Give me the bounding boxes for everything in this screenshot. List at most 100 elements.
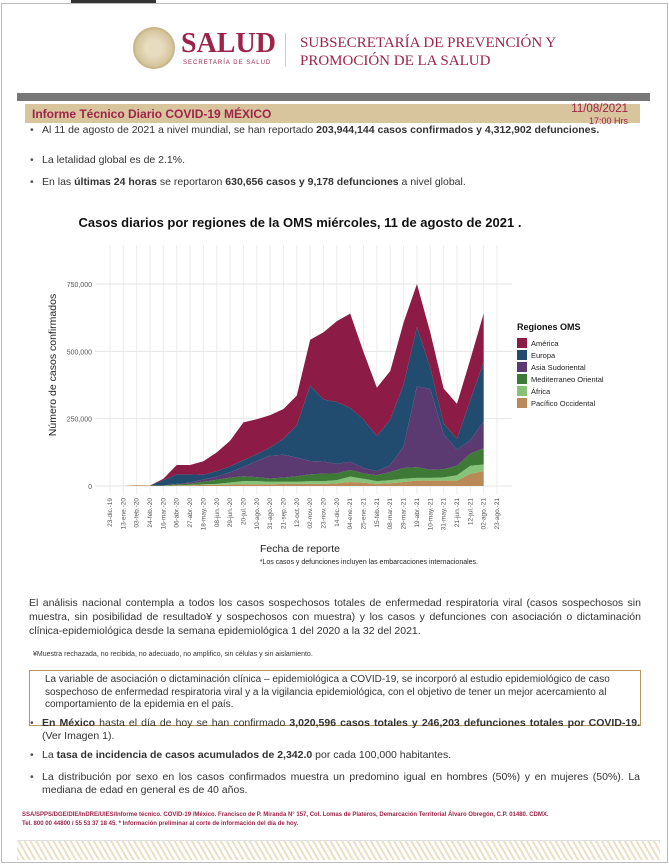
footnote: ¥Muestra rechazada, no recibida, no adec… bbox=[33, 651, 313, 658]
y-tick-label: 0 bbox=[88, 484, 92, 491]
footer-address: SSA/SPPS/DGE/DIE/InDRE/UIES/Informe técn… bbox=[22, 812, 549, 818]
area-áfrica bbox=[110, 464, 484, 486]
report-title-bar: Informe Técnico Diario COVID-19 MÉXICO 1… bbox=[25, 103, 640, 126]
legend-label: Mediterraneo Oriental bbox=[531, 375, 604, 384]
subsecretaria-title: SUBSECRETARÍA DE PREVENCIÓN Y PROMOCIÓN D… bbox=[300, 34, 556, 70]
x-tick-label: 12-oct.-20 bbox=[294, 498, 301, 528]
x-tick-label: 31-may.-21 bbox=[441, 498, 448, 531]
text: hasta el día de hoy se han confirmado bbox=[95, 717, 290, 729]
text: La letalidad global es de 2.1%. bbox=[42, 154, 186, 166]
legend-label: Europa bbox=[531, 351, 556, 360]
area-pacífico-occidental bbox=[110, 471, 484, 486]
subsecretaria-line2: PROMOCIÓN DE LA SALUD bbox=[300, 53, 491, 69]
x-tick-label: 03-feb.-20 bbox=[134, 498, 141, 528]
x-tick-label: 10-may.-21 bbox=[427, 498, 434, 531]
report-date: 11/08/2021 17:00 Hrs bbox=[571, 103, 628, 127]
date-text: 11/08/2021 bbox=[571, 103, 628, 115]
x-tick-label: 06-abr.-20 bbox=[174, 498, 181, 528]
x-tick-label: 29-mar.-21 bbox=[401, 498, 408, 530]
x-tick-label: 27-abr.-20 bbox=[187, 498, 194, 528]
x-tick-label: 25-ene.-21 bbox=[361, 498, 368, 530]
x-tick-label: 21-sep.-20 bbox=[280, 498, 287, 529]
x-tick-label: 24-feb.-20 bbox=[147, 498, 154, 528]
legend-label: Asia Sudoriental bbox=[531, 363, 586, 372]
report-title: Informe Técnico Diario COVID-19 MÉXICO bbox=[32, 107, 272, 121]
who-regions-daily-cases-chart: Casos diarios por regiones de la OMS mié… bbox=[47, 215, 604, 566]
text: se reportaron bbox=[156, 176, 226, 188]
x-tick-label: 10-ago.-20 bbox=[254, 498, 261, 530]
x-axis-label: Fecha de reporte bbox=[260, 543, 340, 555]
bold-text: 3,020,596 casos totales y 246,203 defunc… bbox=[289, 717, 640, 729]
salud-logo-text: SALUD bbox=[181, 28, 276, 59]
header-divider bbox=[285, 33, 286, 67]
subsecretaria-line1: SUBSECRETARÍA DE PREVENCIÓN Y bbox=[300, 35, 557, 51]
y-tick-label: 250,000 bbox=[67, 417, 92, 424]
x-tick-label: 16-mar.-20 bbox=[160, 498, 167, 530]
y-tick-label: 500,000 bbox=[67, 349, 92, 356]
bullet-lethality: La letalidad global es de 2.1%. bbox=[30, 154, 640, 167]
area-mediterraneo-oriental bbox=[110, 448, 484, 486]
y-tick-label: 750,000 bbox=[67, 282, 92, 289]
text: por cada 100,000 habitantes. bbox=[312, 749, 452, 761]
bold-text: 630,656 casos y 9,178 defunciones bbox=[225, 176, 399, 188]
legend-title: Regiones OMS bbox=[517, 322, 581, 332]
axes: 0 250,000 500,000 750,000 23-dic.-19 13-ene.-… bbox=[67, 282, 501, 530]
text: Al 11 de agosto de 2021 a nivel mundial,… bbox=[42, 124, 317, 136]
bullet-last-24h: En las últimas 24 horas se reportaron 63… bbox=[30, 176, 640, 189]
bold-text: En México bbox=[42, 717, 96, 729]
bold-text: últimas 24 horas bbox=[74, 176, 157, 188]
x-tick-label: 14-dic.-20 bbox=[334, 498, 341, 527]
stacked-areas bbox=[110, 284, 484, 486]
bold-text: tasa de incidencia de casos acumulados d… bbox=[56, 749, 313, 761]
legend-label: Pacífico Occidental bbox=[531, 399, 596, 408]
text: En las bbox=[42, 176, 75, 188]
footer: SSA/SPPS/DGE/DIE/InDRE/UIES/Informe técn… bbox=[22, 811, 652, 829]
x-tick-label: 23-ago.-21 bbox=[494, 498, 501, 530]
legend-swatch bbox=[517, 362, 527, 372]
y-axis-label: Número de casos confirmados bbox=[47, 294, 59, 436]
legend-swatch bbox=[517, 338, 527, 348]
bullet-global-totals: Al 11 de agosto de 2021 a nivel mundial,… bbox=[30, 124, 640, 137]
x-tick-label: 02-ago.-21 bbox=[481, 498, 488, 530]
legend-swatch bbox=[517, 350, 527, 360]
national-analysis-paragraph: El análisis nacional contempla a todos l… bbox=[29, 597, 641, 637]
chart-note: *Los casos y defunciones incluyen las em… bbox=[260, 559, 478, 566]
bullet-mexico-totals: En México hasta el día de hoy se han con… bbox=[30, 717, 640, 743]
x-tick-label: 23-dic.-19 bbox=[107, 498, 114, 527]
legend-swatch bbox=[517, 398, 527, 408]
text: (Ver Imagen 1). bbox=[42, 730, 115, 742]
top-bar bbox=[71, 0, 156, 3]
coat-of-arms-logo bbox=[133, 27, 175, 69]
salud-logo-subtitle: SECRETARÍA DE SALUD bbox=[183, 60, 272, 66]
x-tick-label: 02-nov.-20 bbox=[307, 498, 314, 529]
bullet-sex-distribution: La distribución por sexo en los casos co… bbox=[30, 771, 640, 797]
footer-phone: Tel. 800 00 44800 / 55 53 37 18 45. * In… bbox=[22, 821, 299, 827]
chart-title: Casos diarios por regiones de la OMS mié… bbox=[79, 215, 522, 230]
text: a nivel global. bbox=[398, 176, 466, 188]
x-tick-label: 15-feb.-21 bbox=[374, 498, 381, 528]
area-europa bbox=[110, 327, 484, 486]
legend-swatch bbox=[517, 386, 527, 396]
legend-label: África bbox=[531, 387, 551, 396]
x-tick-label: 31-ago.-20 bbox=[267, 498, 274, 530]
gray-divider bbox=[17, 93, 650, 101]
text: La bbox=[42, 749, 57, 761]
decorative-pattern bbox=[17, 840, 660, 860]
x-tick-label: 18-may.-20 bbox=[200, 498, 207, 531]
x-tick-label: 08-jun.-20 bbox=[214, 498, 221, 528]
x-tick-label: 20-jul.-20 bbox=[240, 498, 247, 525]
legend-label: América bbox=[531, 339, 559, 348]
x-tick-label: 13-ene.-20 bbox=[120, 498, 127, 530]
legend: Regiones OMS América Europa Asia Sudorient… bbox=[517, 322, 604, 408]
legend-swatch bbox=[517, 374, 527, 384]
bullet-incidence-rate: La tasa de incidencia de casos acumulado… bbox=[30, 749, 640, 762]
x-tick-label: 08-mar.-21 bbox=[387, 498, 394, 530]
area-asia-sudoriental bbox=[110, 386, 484, 486]
x-tick-label: 12-jul.-21 bbox=[467, 498, 474, 525]
x-tick-label: 23-nov.-20 bbox=[321, 498, 328, 529]
bold-text: 203,944,144 casos confirmados y 4,312,90… bbox=[316, 124, 600, 136]
page-frame bbox=[1, 3, 668, 863]
x-tick-label: 21-jun.-21 bbox=[454, 498, 461, 528]
x-tick-label: 04-ene.-21 bbox=[347, 498, 354, 530]
x-tick-label: 29-jun.-20 bbox=[227, 498, 234, 528]
